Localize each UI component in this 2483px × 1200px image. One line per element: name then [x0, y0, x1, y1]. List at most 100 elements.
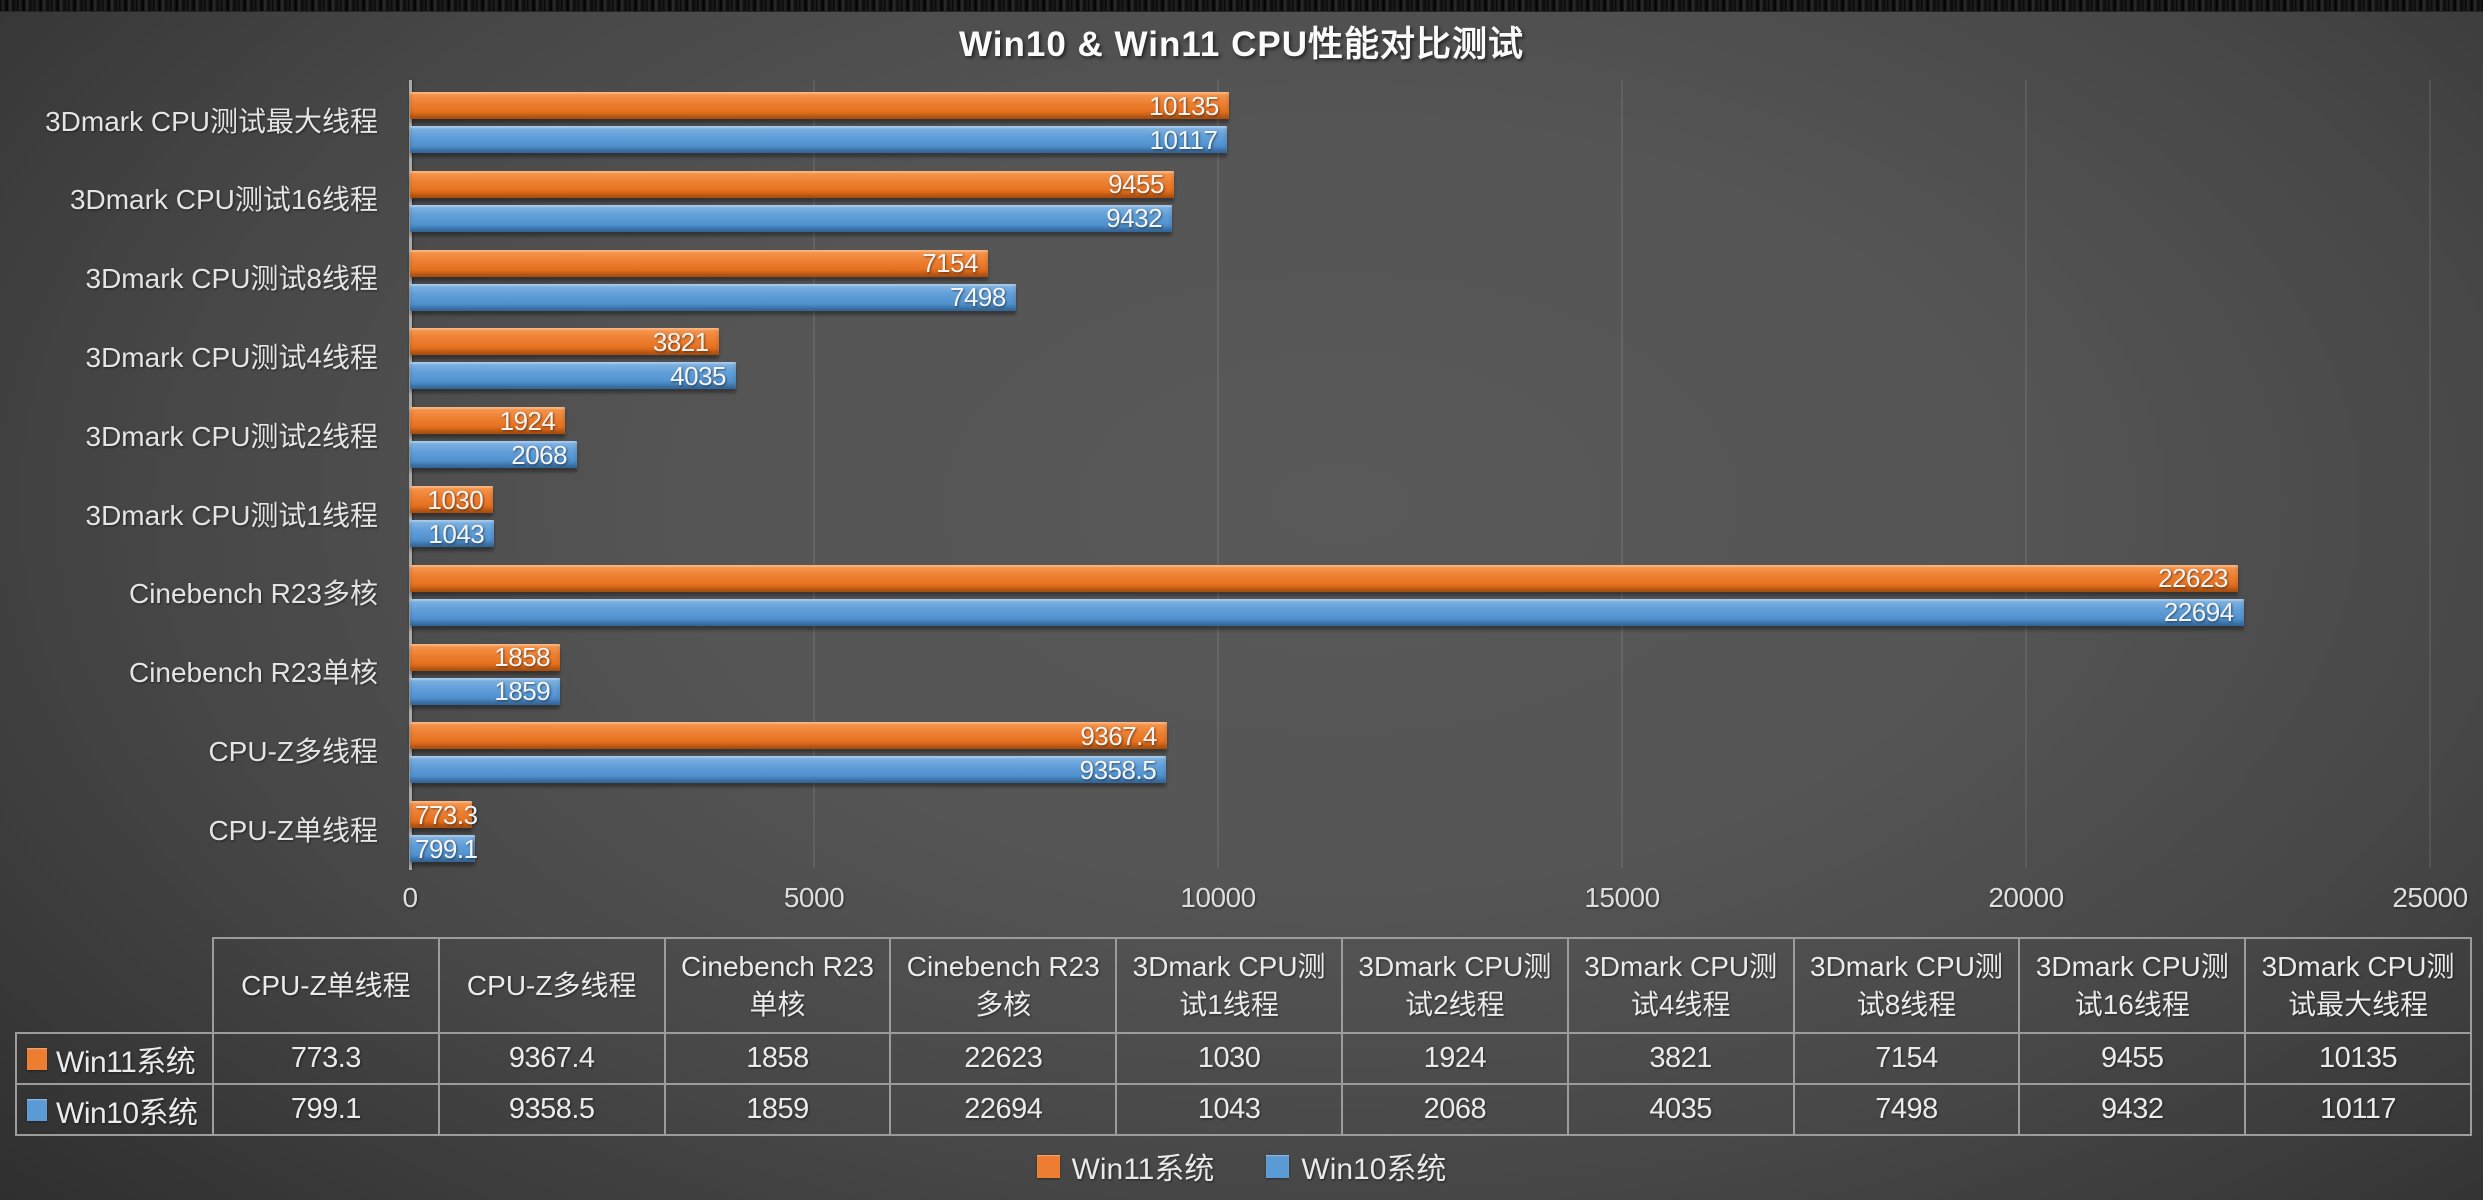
bar-win11: 7154: [410, 248, 989, 279]
table-value-cell: 1924: [1340, 1032, 1569, 1085]
legend-swatch-icon: [1036, 1154, 1060, 1178]
chart-title: Win10 & Win11 CPU性能对比测试: [959, 25, 1524, 64]
bar-win10: 4035: [410, 360, 737, 391]
bar-value-label: 3821: [652, 326, 709, 357]
table-corner-cell: [16, 938, 213, 1033]
table-value-cell: 7498: [1792, 1083, 2021, 1136]
series-name: Win10系统: [56, 1096, 198, 1130]
table-value-cell: 7154: [1792, 1032, 2021, 1085]
bar-win11: 1858: [410, 642, 561, 673]
bar-win10: 10117: [410, 126, 1228, 153]
table-value-cell: 4035: [1566, 1083, 1795, 1136]
category-label: 3Dmark CPU测试16线程: [69, 184, 378, 216]
bar-value-label: 2068: [511, 439, 568, 470]
table-value-cell: 1043: [1115, 1083, 1343, 1136]
legend-label: Win10系统: [1301, 1153, 1447, 1186]
bar-win10: 799.1: [410, 833, 478, 864]
bar-value-label: 22694: [2163, 597, 2234, 628]
bar-value-label: 1858: [494, 642, 551, 673]
category-label: 3Dmark CPU测试4线程: [85, 341, 378, 373]
bar-win10: 9432: [410, 203, 1173, 234]
bar-win11: 10135: [410, 92, 1229, 119]
table-header-cell: 3Dmark CPU测试8线程: [1792, 937, 2021, 1034]
table-header-cell: CPU-Z多线程: [437, 937, 666, 1034]
table-value-cell: 799.1: [212, 1083, 440, 1136]
bar-value-label: 9455: [1108, 169, 1164, 200]
legend-swatch-icon: [1266, 1154, 1290, 1178]
bar-win10: 1859: [410, 676, 561, 707]
gridline: [1621, 80, 1623, 868]
series-swatch-icon: [27, 1047, 47, 1070]
table-value-cell: 3821: [1566, 1032, 1795, 1085]
bar-win11: 9367.4: [410, 722, 1167, 750]
bar-win10: 2068: [410, 439, 578, 470]
table-value-cell: 9455: [2018, 1032, 2247, 1085]
series-name: Win11系统: [56, 1045, 196, 1079]
table-header-cell: 3Dmark CPU测试16线程: [2018, 937, 2247, 1034]
table-header-cell: Cinebench R23多核: [889, 937, 1118, 1034]
bar-value-label: 1924: [499, 405, 556, 436]
x-tick-label: 10000: [1180, 882, 1256, 913]
table-header-cell: CPU-Z单线程: [212, 937, 440, 1034]
bar-value-label: 7154: [922, 248, 979, 279]
category-label: 3Dmark CPU测试最大线程: [45, 105, 378, 137]
table-row: Win10系统 799.1 9358.5 1859 22694 1043 2068 4035 7…: [15, 1083, 2472, 1136]
bar-win11: 3821: [410, 326, 719, 357]
table-row-label: Win11系统: [15, 1032, 214, 1085]
table-value-cell: 2068: [1340, 1083, 1569, 1136]
gridline: [813, 80, 815, 868]
table-header-cell: Cinebench R23单核: [663, 937, 892, 1034]
table-value-cell: 9358.5: [437, 1083, 666, 1136]
table-row: Win11系统 773.3 9367.4 1858 22623 1030 1924 3821 7…: [15, 1032, 2472, 1085]
bar-value-label: 1859: [494, 676, 551, 707]
bar-value-label: 9358.5: [1079, 754, 1157, 785]
series-swatch-icon: [27, 1098, 47, 1121]
table-header-cell: 3Dmark CPU测试1线程: [1115, 937, 1343, 1034]
table-value-cell: 9432: [2018, 1083, 2247, 1136]
results-table: CPU-Z单线程 CPU-Z多线程 Cinebench R23单核 Cinebench…: [15, 937, 2472, 1136]
table-value-cell: 773.3: [212, 1032, 440, 1085]
bar-win10: 22694: [410, 597, 2244, 628]
table-header-cell: 3Dmark CPU测试最大线程: [2244, 937, 2472, 1034]
bar-win10: 9358.5: [410, 754, 1167, 785]
bar-win10: 7498: [410, 282, 1016, 313]
table-value-cell: 10135: [2244, 1032, 2472, 1085]
category-axis: 3Dmark CPU测试最大线程 3Dmark CPU测试16线程 3Dmark C…: [0, 80, 394, 868]
table-header-cell: 3Dmark CPU测试2线程: [1340, 937, 1569, 1034]
table-value-cell: 1858: [663, 1032, 892, 1085]
table-value-cell: 9367.4: [437, 1032, 666, 1085]
y-axis-line: [409, 80, 412, 870]
legend-item: Win10系统: [1266, 1144, 1446, 1188]
gridline: [2025, 80, 2027, 868]
bar-value-label: 4035: [670, 360, 727, 391]
table-header-cell: 3Dmark CPU测试4线程: [1566, 937, 1795, 1034]
chart-legend: Win11系统 Win10系统: [0, 1142, 2483, 1190]
gridline: [1217, 80, 1219, 868]
bar-win11: 22623: [410, 563, 2238, 594]
bar-value-label: 799.1: [415, 833, 478, 864]
table-value-cell: 1859: [663, 1083, 892, 1136]
category-label: 3Dmark CPU测试8线程: [85, 263, 378, 295]
bar-win11: 1924: [410, 405, 566, 436]
gridline: [2429, 80, 2431, 868]
category-label: 3Dmark CPU测试2线程: [85, 420, 378, 452]
bar-value-label: 1030: [427, 484, 484, 515]
bar-value-label: 10135: [1149, 90, 1219, 121]
data-table: CPU-Z单线程 CPU-Z多线程 Cinebench R23单核 Cinebench…: [15, 937, 2472, 1136]
table-value-cell: 1030: [1115, 1032, 1343, 1085]
bar-win11: 1030: [410, 484, 494, 515]
table-value-cell: 10117: [2244, 1083, 2472, 1136]
table-row-label: Win10系统: [15, 1083, 214, 1136]
table-value-cell: 22623: [889, 1032, 1118, 1085]
x-tick-label: 0: [402, 882, 418, 913]
table-value-cell: 22694: [889, 1083, 1118, 1136]
bar-value-label: 22623: [2158, 563, 2228, 594]
x-tick-label: 5000: [783, 882, 845, 913]
category-label: Cinebench R23单核: [128, 657, 378, 689]
category-label: 3Dmark CPU测试1线程: [85, 499, 378, 531]
x-axis: 0 5000 10000 15000 20000 25000: [402, 882, 2468, 918]
bar-value-label: 7498: [949, 282, 1006, 313]
legend-item: Win11系统: [1036, 1144, 1214, 1188]
bar-value-label: 9432: [1106, 203, 1163, 234]
